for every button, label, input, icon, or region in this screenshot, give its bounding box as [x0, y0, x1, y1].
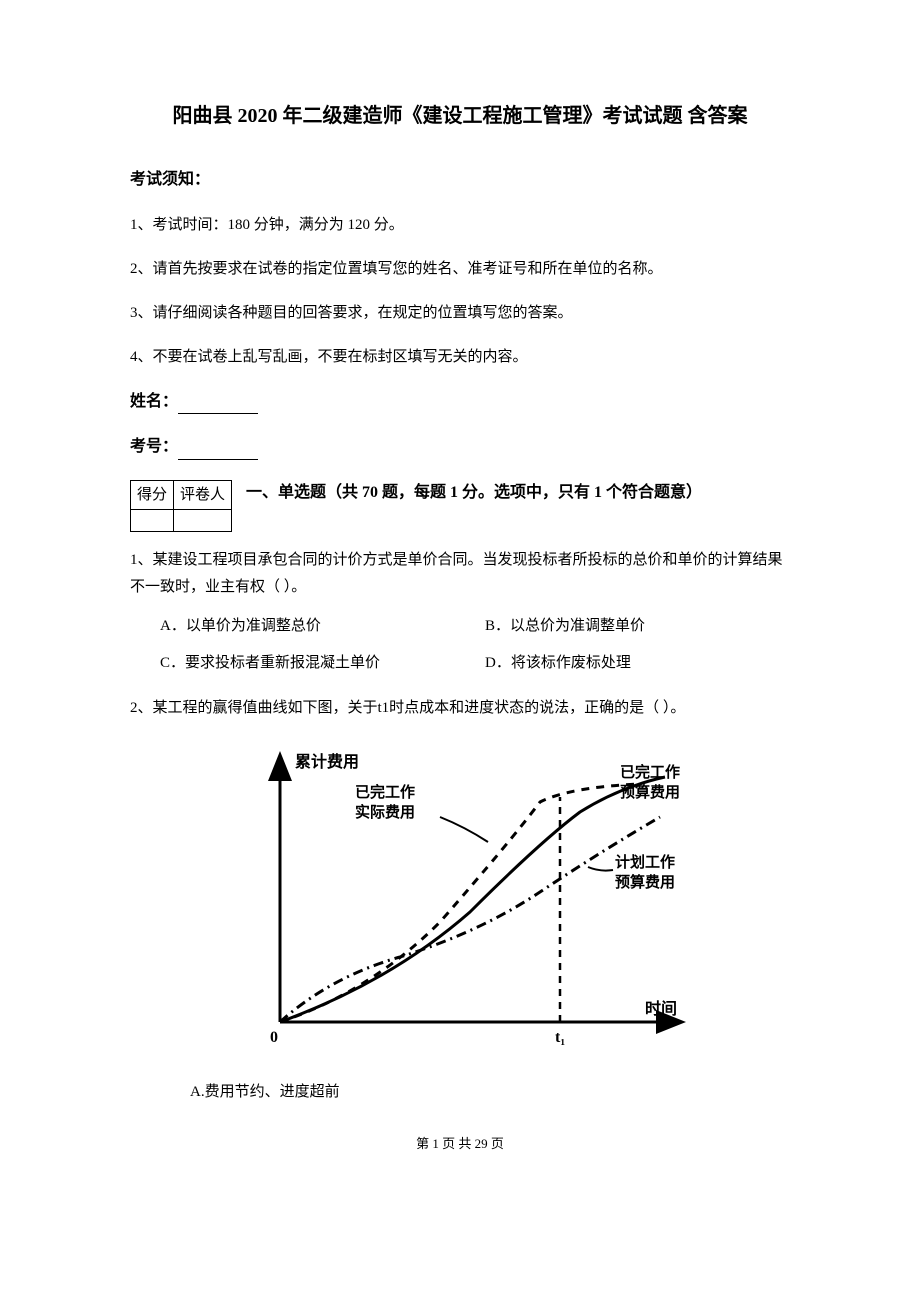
curve-bcws	[280, 817, 660, 1022]
q1-opt-b: B．以总价为准调整单价	[485, 613, 790, 640]
instruction-2: 2、请首先按要求在试卷的指定位置填写您的姓名、准考证号和所在单位的名称。	[130, 257, 790, 281]
instructions-heading: 考试须知：	[130, 167, 790, 193]
name-field-row: 姓名：	[130, 389, 790, 415]
instruction-4: 4、不要在试卷上乱写乱画，不要在标封区填写无关的内容。	[130, 345, 790, 369]
q1-opt-c: C．要求投标者重新报混凝土单价	[160, 650, 465, 677]
label-acwp-pointer	[440, 817, 488, 842]
score-col2: 评卷人	[174, 480, 232, 509]
instruction-3: 3、请仔细阅读各种题目的回答要求，在规定的位置填写您的答案。	[130, 301, 790, 325]
exam-title: 阳曲县 2020 年二级建造师《建设工程施工管理》考试试题 含答案	[130, 100, 790, 132]
curve-bcwp	[280, 777, 665, 1022]
y-axis-label: 累计费用	[295, 752, 359, 771]
t1-label: t₁	[555, 1029, 565, 1046]
x-axis-label: 时间	[645, 999, 677, 1018]
number-field-row: 考号：	[130, 434, 790, 460]
label-bcws-1: 计划工作	[615, 853, 675, 871]
score-cell1	[131, 509, 174, 531]
label-bcws-2: 预算费用	[615, 873, 675, 891]
score-table: 得分 评卷人	[130, 480, 232, 532]
label-bcws-pointer	[588, 867, 613, 871]
label-bcwp-1: 已完工作	[620, 763, 680, 781]
label-acwp-2: 实际费用	[355, 803, 415, 821]
q1-opt-d: D．将该标作废标处理	[485, 650, 790, 677]
section-1-title: 一、单选题（共 70 题，每题 1 分。选项中，只有 1 个符合题意）	[246, 484, 702, 501]
label-bcwp-2: 预算费用	[620, 783, 680, 801]
earned-value-chart: 累计费用 时间 0 t₁ 已完工作 实际费用 已完工作 预算费用 计划工作 预算…	[130, 742, 790, 1061]
score-col1: 得分	[131, 480, 174, 509]
name-label: 姓名：	[130, 393, 178, 410]
number-label: 考号：	[130, 438, 178, 455]
label-acwp-1: 已完工作	[355, 783, 415, 801]
number-underline	[178, 444, 258, 460]
question-2: 2、某工程的赢得值曲线如下图，关于t1时点成本和进度状态的说法，正确的是（ ）。	[130, 695, 790, 722]
q1-options: A．以单价为准调整总价 B．以总价为准调整单价 C．要求投标者重新报混凝土单价 …	[130, 613, 790, 677]
q2-text: 2、某工程的赢得值曲线如下图，关于t1时点成本和进度状态的说法，正确的是（ ）。	[130, 695, 790, 722]
question-1: 1、某建设工程项目承包合同的计价方式是单价合同。当发现投标者所投标的总价和单价的…	[130, 547, 790, 677]
chart-svg: 累计费用 时间 0 t₁ 已完工作 实际费用 已完工作 预算费用 计划工作 预算…	[220, 742, 700, 1052]
section-1-row: 得分 评卷人 一、单选题（共 70 题，每题 1 分。选项中，只有 1 个符合题…	[130, 480, 790, 532]
q1-opt-a: A．以单价为准调整总价	[160, 613, 465, 640]
curve-acwp	[280, 784, 640, 1022]
score-cell2	[174, 509, 232, 531]
q2-opt-a: A.费用节约、进度超前	[130, 1080, 790, 1104]
origin-label: 0	[270, 1029, 278, 1046]
instruction-1: 1、考试时间：180 分钟，满分为 120 分。	[130, 213, 790, 237]
name-underline	[178, 398, 258, 414]
q1-text: 1、某建设工程项目承包合同的计价方式是单价合同。当发现投标者所投标的总价和单价的…	[130, 547, 790, 601]
page-footer: 第 1 页 共 29 页	[130, 1134, 790, 1155]
